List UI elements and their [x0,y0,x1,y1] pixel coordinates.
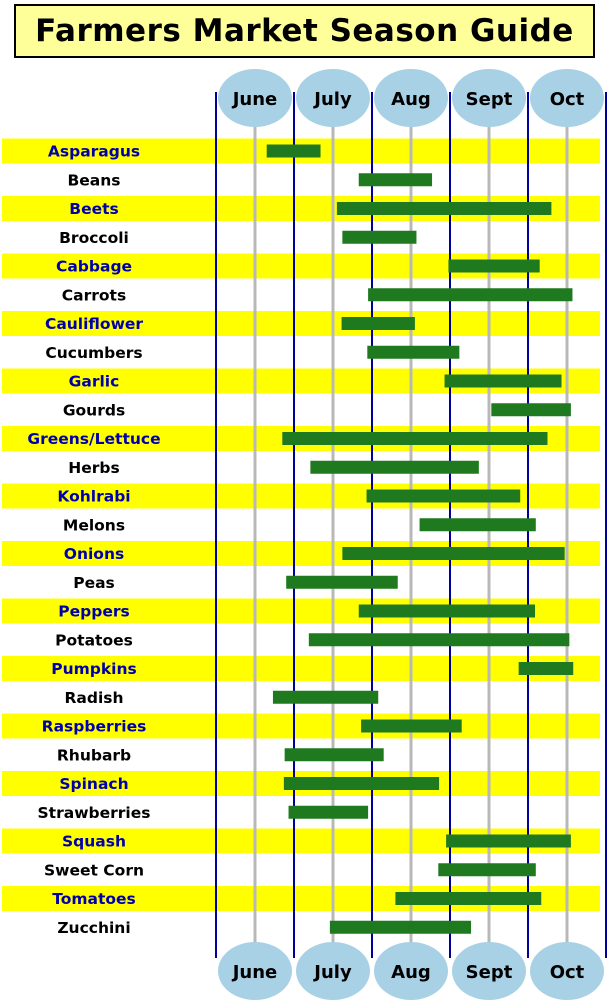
crop-label: Beans [67,171,120,189]
row-band [2,311,600,336]
season-bar [395,892,542,905]
crop-label: Gourds [63,401,125,419]
season-bar [368,288,573,302]
season-bar [310,460,479,474]
season-bar [366,489,521,503]
month-label-bottom: June [231,962,278,983]
month-label-bottom: Sept [466,962,513,983]
chart-title: Farmers Market Season Guide [35,13,574,49]
season-bar [282,432,548,445]
month-label-bottom: July [312,962,352,983]
season-bar [283,777,440,790]
month-bubble-top [296,69,370,127]
season-bar [358,604,536,618]
crop-label: Rhubarb [57,746,131,764]
season-bar [284,748,384,762]
crop-label: Asparagus [48,143,140,161]
crop-label: Tomatoes [52,890,136,908]
month-bubble-bottom [296,942,370,1000]
season-bar [446,834,571,848]
season-bar [272,690,379,704]
crop-label: Beets [69,200,118,218]
crop-label: Spinach [59,775,128,793]
season-bar [288,805,369,819]
season-bar [444,374,562,388]
season-bar [438,863,536,877]
month-bubble-bottom [530,942,604,1000]
season-bar [367,345,460,359]
month-label-top: June [231,89,278,110]
crop-label: Sweet Corn [44,861,144,879]
season-bar [341,317,415,330]
season-bar [266,144,321,158]
crop-label: Peppers [58,603,129,621]
crop-label: Carrots [62,286,126,304]
month-label-bottom: Aug [391,962,431,983]
crop-label: Raspberries [42,718,147,736]
season-bar [336,202,552,215]
season-bar [342,547,565,560]
crop-label: Broccoli [59,229,129,247]
crop-label: Squash [62,833,126,851]
crop-label: Pumpkins [51,660,137,678]
month-bubble-bottom [374,942,448,1000]
season-bar [419,518,536,532]
month-label-top: Sept [466,89,513,110]
crop-label: Cucumbers [45,344,142,362]
row-band [2,713,600,739]
crop-label: Garlic [69,373,120,391]
row-bands [2,138,600,911]
month-bubble-top [452,69,526,127]
crop-label: Cauliflower [45,315,143,333]
crop-labels: Asparagus Beans Beets Broccoli Cabbage Carrot… [27,143,160,937]
month-bubble-top [530,69,604,127]
season-bar [286,575,398,589]
crop-label: Kohlrabi [57,488,130,506]
month-bubble-bottom [218,942,292,1000]
month-label-top: July [312,89,352,110]
season-bar [308,633,570,647]
season-bar [491,403,571,417]
crop-label: Radish [64,689,123,707]
season-bars [266,144,574,934]
season-bar [342,230,417,244]
month-bubble-top [374,69,448,127]
month-label-bottom: Oct [550,962,585,983]
month-bubble-bottom [452,942,526,1000]
season-bar [518,662,574,675]
crop-label: Melons [63,516,125,534]
crop-label: Strawberries [38,804,151,822]
season-bar [361,719,462,733]
season-bar [358,173,433,187]
crop-label: Greens/Lettuce [27,430,160,448]
crop-label: Zucchini [57,919,130,937]
month-label-top: Aug [391,89,431,110]
row-band [2,656,600,681]
month-headers: June July Aug Sept Oct June July Aug Sept Oct [218,69,604,1000]
season-bar [329,920,472,934]
crop-label: Potatoes [55,631,133,649]
month-bubble-top [218,69,292,127]
crop-label: Peas [73,574,115,592]
month-label-top: Oct [550,89,585,110]
chart-title-box: Farmers Market Season Guide [14,4,595,58]
season-bar [448,259,540,273]
crop-label: Herbs [68,459,119,477]
mid-month-lines [253,122,569,943]
crop-label: Onions [64,545,124,563]
crop-label: Cabbage [56,258,132,276]
